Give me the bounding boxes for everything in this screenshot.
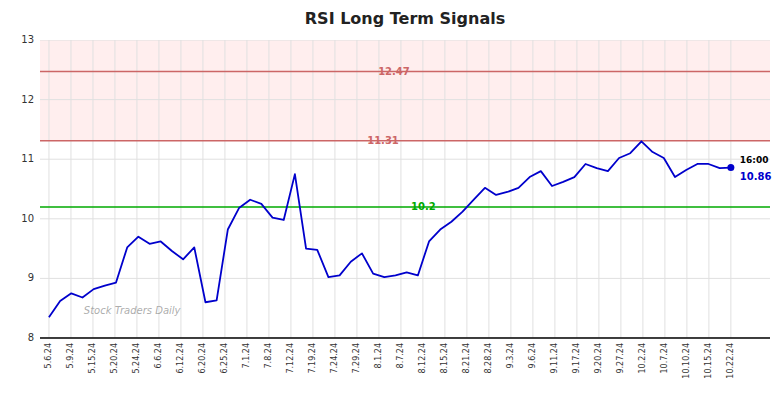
x-tick-label: 5.15.24 <box>88 343 97 374</box>
y-tick-label: 8 <box>28 332 34 343</box>
x-tick-label: 9.11.24 <box>550 343 559 374</box>
x-tick-label: 6.12.24 <box>176 343 185 374</box>
x-tick-label: 6.20.24 <box>198 343 207 374</box>
grid-line <box>378 40 379 338</box>
chart: RSI Long Term Signals 8 9 10 11 12 13 5.6.24 5.9… <box>0 0 784 398</box>
annotation: 10.86 <box>740 171 772 182</box>
x-tick-label: 9.6.24 <box>528 343 537 368</box>
grid-line <box>466 40 467 338</box>
x-tick-label: 7.19.24 <box>308 343 317 374</box>
series-line <box>49 141 731 317</box>
x-tick-label: 10.2.24 <box>638 343 647 374</box>
x-tick-label: 10.7.24 <box>660 343 669 374</box>
grid-line <box>312 40 313 338</box>
grid-line <box>334 40 335 338</box>
y-tick-label: 10 <box>21 213 34 224</box>
x-tick-label: 5.24.24 <box>132 343 141 374</box>
grid-line <box>664 40 665 338</box>
x-tick-label: 7.24.24 <box>330 343 339 374</box>
grid-line <box>40 159 770 160</box>
x-tick-label: 8.12.24 <box>418 343 427 374</box>
x-tick-label: 7.29.24 <box>352 343 361 374</box>
grid-line <box>708 40 709 338</box>
x-tick-label: 7.12.24 <box>286 343 295 374</box>
grid-line <box>40 40 770 41</box>
grid-line <box>532 40 533 338</box>
x-tick-label: 9.20.24 <box>594 343 603 374</box>
x-tick-label: 9.17.24 <box>572 343 581 374</box>
y-tick-label: 9 <box>28 272 34 283</box>
x-tick-label: 8.7.24 <box>396 343 405 368</box>
x-tick-label: 8.1.24 <box>374 343 383 368</box>
grid-line <box>40 338 770 339</box>
watermark: Stock Traders Daily <box>84 305 182 316</box>
x-tick-label: 8.15.24 <box>440 343 449 374</box>
grid-line <box>444 40 445 338</box>
grid-line <box>488 40 489 338</box>
x-tick-label: 5.6.24 <box>44 343 53 368</box>
x-axis-line <box>40 337 770 339</box>
grid-line <box>268 40 269 338</box>
x-tick-label: 7.1.24 <box>242 343 251 368</box>
grid-line <box>246 40 247 338</box>
last-point <box>727 164 734 171</box>
grid-line <box>422 40 423 338</box>
grid-line <box>356 40 357 338</box>
grid-line <box>686 40 687 338</box>
grid-line <box>136 40 137 338</box>
grid-line <box>554 40 555 338</box>
x-tick-label: 10.15.24 <box>704 343 713 379</box>
x-tick-label: 7.8.24 <box>264 343 273 368</box>
grid-line <box>92 40 93 338</box>
title: RSI Long Term Signals <box>305 9 505 28</box>
shaded-range <box>40 40 770 141</box>
x-tick-label: 5.9.24 <box>66 343 75 368</box>
reference-line <box>40 206 770 208</box>
annotation: 16:00 <box>740 155 769 165</box>
x-tick-label: 10.22.24 <box>726 343 735 379</box>
x-tick-label: 8.21.24 <box>462 343 471 374</box>
reference-line <box>40 140 770 142</box>
x-tick-label: 5.20.24 <box>110 343 119 374</box>
grid-line <box>400 40 401 338</box>
x-tick-label: 6.6.24 <box>154 343 163 368</box>
grid-line <box>180 40 181 338</box>
grid-line <box>510 40 511 338</box>
grid-line <box>158 40 159 338</box>
reference-label: 10.2 <box>411 201 436 212</box>
x-tick-label: 10.10.24 <box>682 343 691 379</box>
y-tick-label: 11 <box>21 153 34 164</box>
grid-line <box>620 40 621 338</box>
grid-line <box>224 40 225 338</box>
grid-line <box>40 218 770 219</box>
reference-label: 11.31 <box>367 135 399 146</box>
grid-line <box>40 278 770 279</box>
grid-line <box>114 40 115 338</box>
grid-line <box>40 99 770 100</box>
grid-line <box>576 40 577 338</box>
x-tick-label: 9.27.24 <box>616 343 625 374</box>
grid-line <box>598 40 599 338</box>
x-tick-label: 9.3.24 <box>506 343 515 368</box>
plot-area <box>40 40 770 338</box>
y-tick-label: 13 <box>21 34 34 45</box>
x-tick-label: 8.28.24 <box>484 343 493 374</box>
x-tick-label: 6.25.24 <box>220 343 229 374</box>
grid-line <box>642 40 643 338</box>
grid-line <box>730 40 731 338</box>
grid-line <box>48 40 49 338</box>
y-tick-label: 12 <box>21 94 34 105</box>
reference-label: 12.47 <box>378 66 410 77</box>
